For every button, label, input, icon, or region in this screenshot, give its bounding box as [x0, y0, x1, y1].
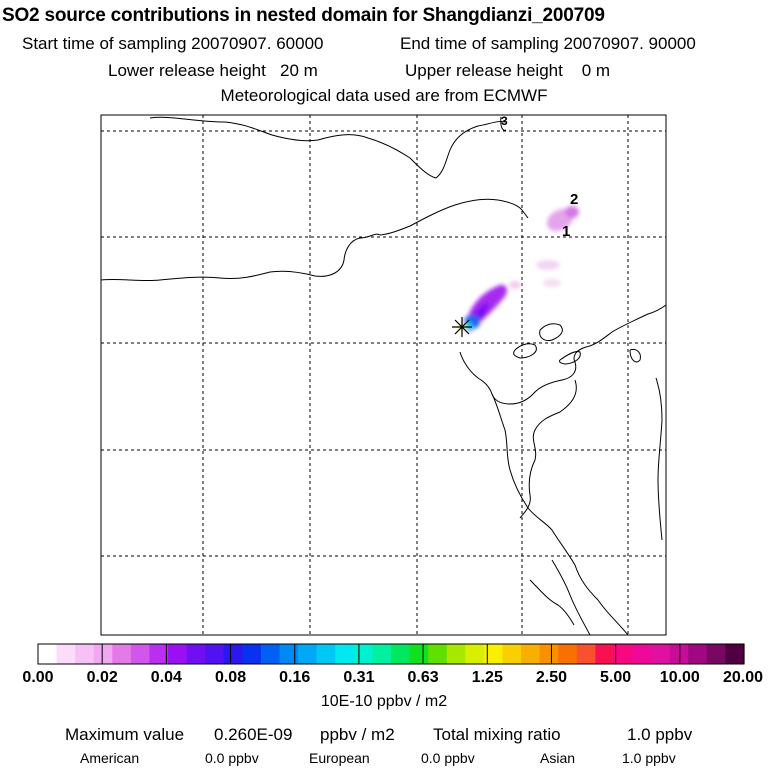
- colorbar-segment: [576, 644, 596, 664]
- colorbar-tick-label: 0.00: [22, 669, 54, 686]
- colorbar-segment: [168, 644, 188, 664]
- colorbar-segment: [483, 644, 504, 664]
- colorbar-segment: [205, 644, 225, 664]
- colorbar-segment: [446, 644, 466, 664]
- map-label-3: 3: [501, 114, 508, 128]
- colorbar-segment: [260, 644, 281, 664]
- colorbar-segment: [502, 644, 522, 664]
- colorbar-segment: [428, 644, 448, 664]
- colorbar-segment: [688, 644, 708, 664]
- page-title: SO2 source contributions in nested domai…: [2, 5, 605, 26]
- upper-release-height: Upper release height 0 m: [405, 61, 611, 80]
- colorbar-segment: [595, 644, 615, 664]
- coastline-borders: [101, 116, 666, 635]
- colorbar-segment: [706, 644, 727, 664]
- asian-label: Asian: [540, 750, 576, 766]
- colorbar-segment: [372, 644, 392, 664]
- met-data-source: Meteorological data used are from ECMWF: [220, 86, 548, 105]
- colorbar-unit: 10E-10 ppbv / m2: [320, 693, 448, 710]
- start-time: Start time of sampling 20070907. 60000: [22, 34, 324, 53]
- colorbar-tick-label: 0.63: [407, 669, 439, 686]
- total-mixing-value: 1.0 ppbv: [627, 725, 693, 744]
- colorbar-segment: [353, 644, 374, 664]
- lower-release-height: Lower release height 20 m: [108, 61, 318, 80]
- colorbar-tick-label: 10.00: [659, 669, 700, 686]
- colorbar-tick-label: 20.00: [722, 669, 764, 686]
- european-value: 0.0 ppbv: [421, 750, 475, 766]
- colorbar-tick-label: 0.04: [150, 669, 182, 686]
- colorbar-segment: [558, 644, 578, 664]
- colorbar-tick-label: 5.00: [600, 669, 632, 686]
- colorbar-segment: [335, 644, 355, 664]
- map-grid: [101, 115, 666, 635]
- map-frame: [100, 114, 667, 636]
- colorbar-segment: [279, 644, 299, 664]
- asian-value: 1.0 ppbv: [622, 750, 676, 766]
- colorbar-segment: [539, 644, 559, 664]
- colorbar-segment: [38, 644, 58, 664]
- colorbar-segment: [223, 644, 243, 664]
- colorbar: [37, 643, 745, 665]
- end-time: End time of sampling 20070907. 90000: [400, 34, 696, 53]
- star-marker-icon: [452, 317, 472, 337]
- colorbar-tick-label: 0.31: [343, 669, 375, 686]
- colorbar-segment: [56, 644, 76, 664]
- colorbar-segment: [112, 644, 132, 664]
- concentration-plume: [458, 206, 579, 332]
- map-label-1: 1: [562, 223, 570, 240]
- colorbar-segment: [391, 644, 411, 664]
- colorbar-segment: [149, 644, 169, 664]
- max-value-unit: ppbv / m2: [320, 725, 395, 744]
- colorbar-tick-label: 0.16: [279, 669, 311, 686]
- colorbar-segment: [316, 644, 336, 664]
- colorbar-segment: [93, 644, 113, 664]
- american-value: 0.0 ppbv: [205, 750, 259, 766]
- colorbar-segment: [632, 644, 652, 664]
- colorbar-tick-label: 0.08: [214, 669, 247, 686]
- colorbar-segment: [298, 644, 318, 664]
- colorbar-segment: [242, 644, 262, 664]
- colorbar-tick-label: 1.25: [471, 669, 503, 686]
- colorbar-segment: [669, 644, 689, 664]
- map-label-2: 2: [570, 191, 578, 208]
- colorbar-tick-label: 0.02: [86, 669, 118, 686]
- european-label: European: [309, 750, 370, 766]
- colorbar-segment: [130, 644, 151, 664]
- colorbar-segment: [75, 644, 95, 664]
- total-mixing-label: Total mixing ratio: [433, 725, 561, 744]
- colorbar-segment: [409, 644, 429, 664]
- colorbar-segment: [613, 644, 634, 664]
- colorbar-tick-label: 2.50: [535, 669, 568, 686]
- max-value: 0.260E-09: [214, 725, 293, 744]
- american-label: American: [80, 750, 140, 766]
- max-value-label: Maximum value: [65, 725, 185, 744]
- colorbar-segment: [186, 644, 206, 664]
- colorbar-segment: [651, 644, 671, 664]
- colorbar-segment: [725, 644, 745, 664]
- colorbar-segment: [465, 644, 485, 664]
- colorbar-segment: [521, 644, 541, 664]
